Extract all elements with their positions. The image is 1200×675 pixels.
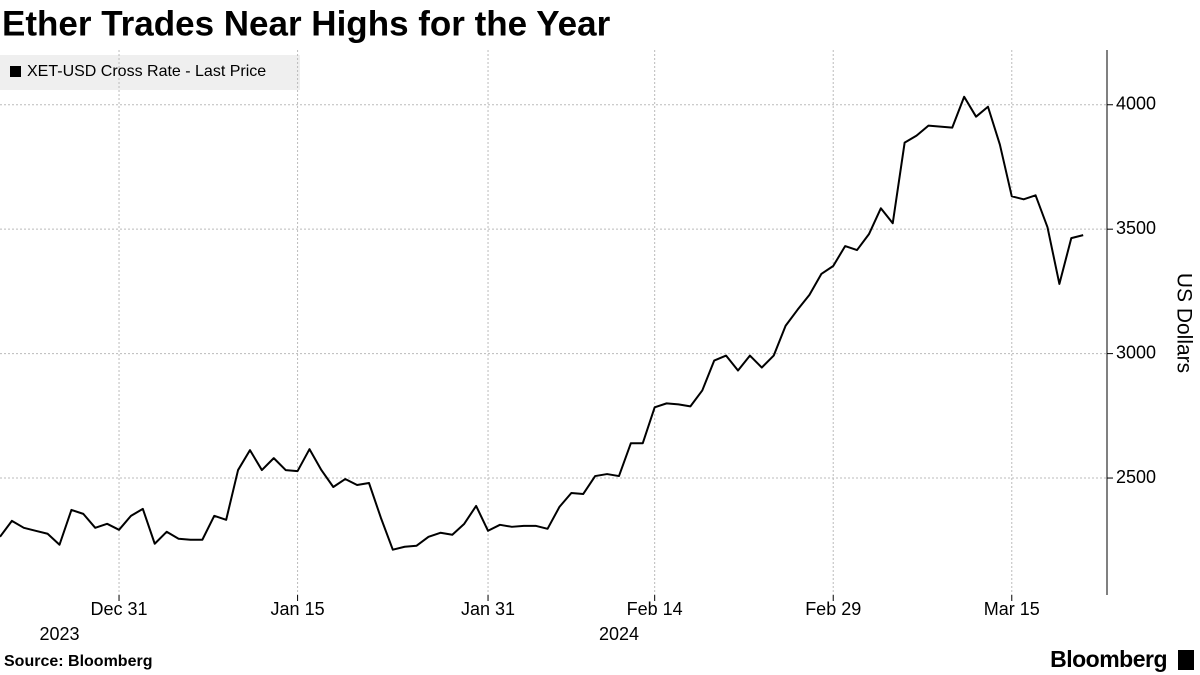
chart-title: Ether Trades Near Highs for the Year: [2, 4, 611, 43]
x-tick-label: Mar 15: [984, 599, 1040, 619]
legend-box: [0, 55, 300, 90]
x-tick-label: Feb 29: [805, 599, 861, 619]
source: Source: Bloomberg: [4, 653, 152, 670]
y-axis-label: US Dollars: [1172, 273, 1195, 373]
series-line: [0, 95, 1084, 551]
y-tick-label: 3000: [1116, 342, 1156, 362]
x-year-label: 2023: [39, 624, 79, 644]
x-tick-label: Jan 31: [461, 599, 515, 619]
y-tick-label: 4000: [1116, 93, 1156, 113]
legend-label: XET-USD Cross Rate - Last Price: [27, 63, 266, 80]
legend-swatch: [10, 66, 21, 77]
x-tick-label: Dec 31: [91, 599, 148, 619]
brand-logo: Bloomberg: [1050, 646, 1167, 672]
y-tick-label: 2500: [1116, 467, 1156, 487]
brand-icon: [1178, 650, 1194, 670]
y-tick-label: 3500: [1116, 218, 1156, 238]
x-tick-label: Feb 14: [627, 599, 683, 619]
x-year-label: 2024: [599, 624, 639, 644]
x-tick-label: Jan 15: [271, 599, 325, 619]
